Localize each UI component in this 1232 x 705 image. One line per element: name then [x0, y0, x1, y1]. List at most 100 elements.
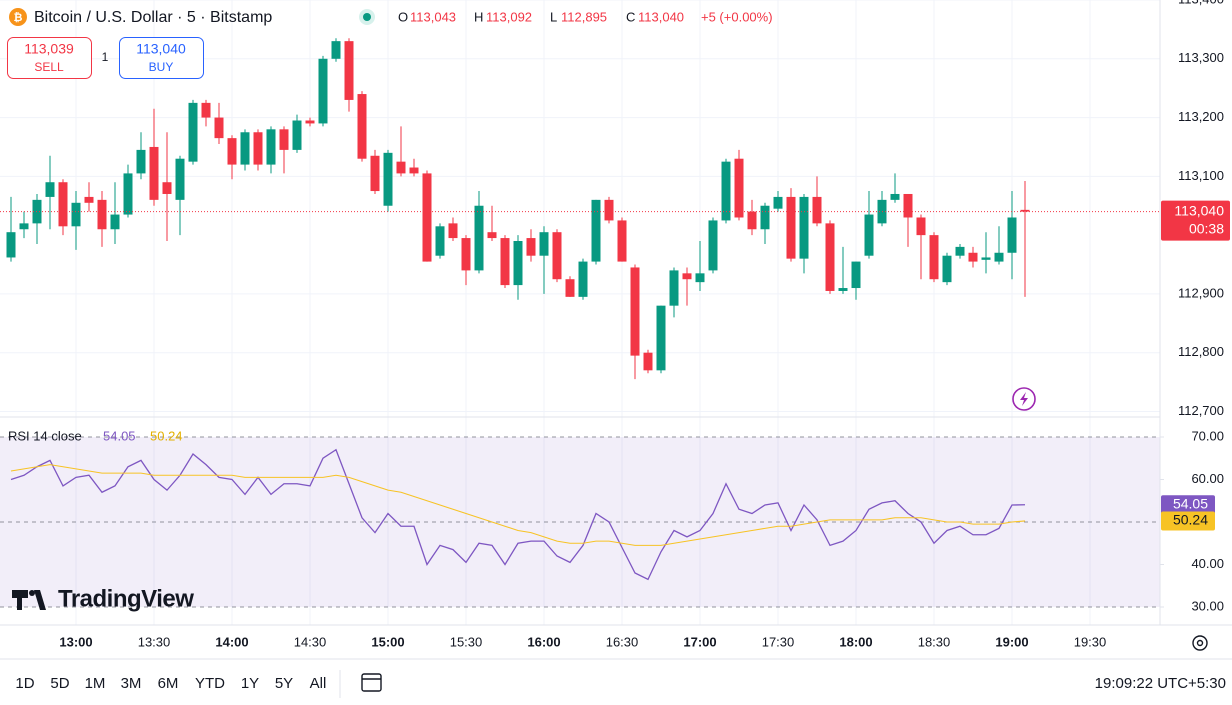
- candle-body: [58, 182, 68, 227]
- range-button[interactable]: 5Y: [275, 675, 293, 692]
- candle-body: [825, 223, 835, 291]
- range-button[interactable]: All: [310, 675, 327, 692]
- x-tick-label: 17:30: [762, 634, 795, 649]
- x-tick-label: 16:30: [606, 634, 639, 649]
- candle-body: [643, 352, 653, 371]
- candle-body: [929, 235, 939, 280]
- candle-body: [188, 102, 198, 162]
- range-button[interactable]: YTD: [195, 675, 225, 692]
- ohlc-key: O: [398, 9, 408, 24]
- candle-body: [539, 232, 549, 256]
- candle-body: [162, 182, 172, 194]
- rsi-value: 54.05: [103, 428, 136, 443]
- x-tick-label: 16:00: [527, 634, 560, 649]
- buy-button[interactable]: [119, 37, 204, 79]
- candle-body: [591, 199, 601, 262]
- ohlc-legend: O 113,043 H 113,092 L 112,895 C 113,040: [398, 9, 684, 24]
- candle-body: [370, 155, 380, 192]
- candle-body: [994, 252, 1004, 262]
- y-tick-label: 112,900: [1178, 285, 1224, 300]
- candle-body: [955, 246, 965, 256]
- candle-body: [903, 193, 913, 218]
- candle-body: [890, 193, 900, 200]
- candle-body: [760, 205, 770, 230]
- date-range-icon[interactable]: [361, 673, 382, 692]
- candle-body: [981, 257, 991, 260]
- candle-body: [292, 120, 302, 150]
- candle-body: [435, 226, 445, 256]
- x-tick-label: 14:00: [215, 634, 248, 649]
- buy-label[interactable]: BUY: [149, 60, 174, 74]
- settings-icon-center: [1196, 639, 1204, 647]
- candle-body: [838, 288, 848, 291]
- candle-body: [812, 196, 822, 224]
- settings-icon[interactable]: [1192, 635, 1208, 651]
- quantity: 1: [102, 50, 109, 64]
- ohlc-value: 112,895: [561, 9, 607, 24]
- sell-label[interactable]: SELL: [34, 60, 64, 74]
- logo-text: TradingView: [58, 585, 194, 612]
- last-value-box: [1161, 511, 1215, 531]
- last-price-label: 113,040: [1174, 202, 1224, 218]
- range-button[interactable]: 5D: [50, 675, 69, 692]
- sell-button[interactable]: [7, 37, 92, 79]
- symbol-title: Bitcoin / U.S. Dollar · 5 · Bitstamp: [34, 9, 272, 26]
- range-button[interactable]: 6M: [158, 675, 179, 692]
- candle-body: [578, 261, 588, 297]
- y-tick-label: 113,300: [1178, 50, 1224, 65]
- candle-body: [669, 270, 679, 306]
- x-tick-label: 13:30: [138, 634, 171, 649]
- range-button[interactable]: 1Y: [241, 675, 259, 692]
- candle-body: [45, 182, 55, 197]
- range-button[interactable]: 1D: [15, 675, 34, 692]
- candle-body: [422, 173, 432, 262]
- clock: 19:09:22 UTC+5:30: [1095, 675, 1226, 692]
- candle-body: [851, 261, 861, 289]
- candle-body: [513, 241, 523, 286]
- candle-body: [253, 132, 263, 165]
- x-tick-label: 19:30: [1074, 634, 1107, 649]
- x-tick-label: 18:30: [918, 634, 951, 649]
- countdown-label: 00:38: [1189, 220, 1224, 236]
- ohlc-value: 113,043: [410, 9, 456, 24]
- candle-body: [201, 102, 211, 118]
- candle-body: [19, 223, 29, 230]
- candle-body: [227, 138, 237, 165]
- x-tick-label: 17:00: [683, 634, 716, 649]
- last-value-label: 50.24: [1173, 512, 1208, 528]
- ohlc-key: L: [550, 9, 557, 24]
- candle-body: [409, 167, 419, 174]
- buy-price[interactable]: 113,040: [136, 41, 186, 57]
- candle-body: [214, 117, 224, 139]
- candle-body: [942, 255, 952, 283]
- logo-dot: [29, 590, 35, 596]
- y-tick-label: 112,800: [1178, 344, 1224, 359]
- range-button[interactable]: 3M: [121, 675, 142, 692]
- y-tick-label: 30.00: [1191, 598, 1224, 613]
- ohlc-value: 113,040: [638, 9, 684, 24]
- candle-body: [1020, 209, 1030, 212]
- candle-body: [721, 161, 731, 221]
- candle-body: [6, 232, 16, 258]
- candle-body: [1007, 217, 1017, 253]
- candle-body: [526, 238, 536, 256]
- candle-body: [786, 196, 796, 259]
- candle-body: [708, 220, 718, 271]
- candle-body: [487, 232, 497, 239]
- candle-body: [695, 273, 705, 283]
- candle-body: [916, 217, 926, 236]
- y-tick-label: 60.00: [1191, 471, 1224, 486]
- range-toolbar: 1D 5D 1M 3M 6M YTD 1Y 5Y All: [15, 675, 326, 692]
- candle-body: [773, 196, 783, 209]
- candle-body: [383, 152, 393, 206]
- candle-body: [305, 120, 315, 124]
- candle-body: [97, 199, 107, 230]
- rsi-line: [10, 464, 1026, 546]
- last-price-box: [1161, 200, 1230, 241]
- ohlc-key: H: [474, 9, 483, 24]
- sell-price[interactable]: 113,039: [24, 41, 74, 57]
- candle-body: [552, 232, 562, 280]
- candle-body: [630, 267, 640, 356]
- range-button[interactable]: 1M: [85, 675, 106, 692]
- logo-mark: [12, 590, 46, 610]
